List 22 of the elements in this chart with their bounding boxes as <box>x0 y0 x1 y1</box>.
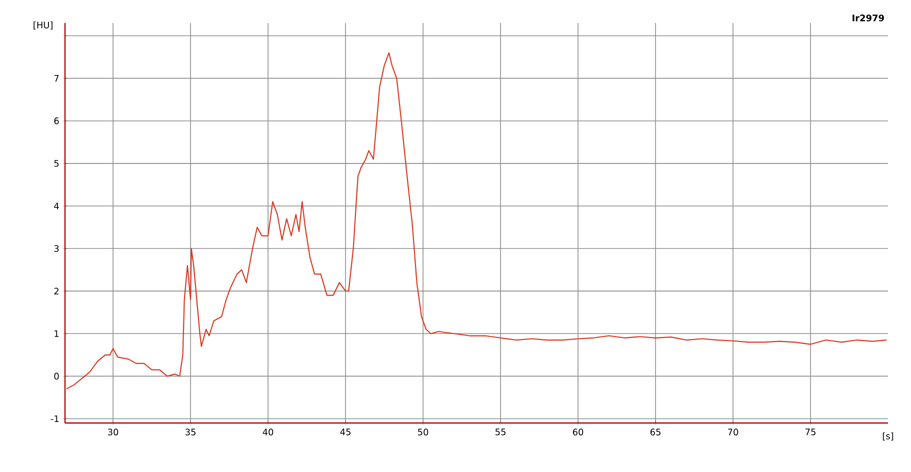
y-tick-label: 0 <box>54 372 59 380</box>
x-tick-label: 75 <box>806 428 816 436</box>
y-tick-label: 7 <box>54 75 59 82</box>
x-tick-label: 65 <box>650 428 660 436</box>
y-tick-label: 2 <box>54 288 58 294</box>
x-tick-label: 30 <box>108 428 118 436</box>
x-tick-label: 50 <box>418 428 428 436</box>
text: Ir2979 <box>852 14 884 22</box>
x-tick-label: 45 <box>340 428 350 436</box>
x-tick-label: 55 <box>496 428 506 436</box>
y-tick-label: 6 <box>54 117 59 124</box>
x-tick-label: 35 <box>186 428 196 436</box>
y-tick-label: 3 <box>54 245 59 252</box>
y-tick-label: 1 <box>54 330 59 337</box>
x-axis-title: [s] <box>882 432 894 440</box>
y-tick-label: 4 <box>54 202 59 210</box>
y-tick-label: 5 <box>54 160 59 167</box>
y-tick-label: -1 <box>50 415 59 422</box>
y-axis-title: [HU] <box>34 21 52 30</box>
x-tick-label: 60 <box>572 428 584 436</box>
x-tick-label: 40 <box>262 428 274 436</box>
x-tick-label: 70 <box>728 428 738 436</box>
